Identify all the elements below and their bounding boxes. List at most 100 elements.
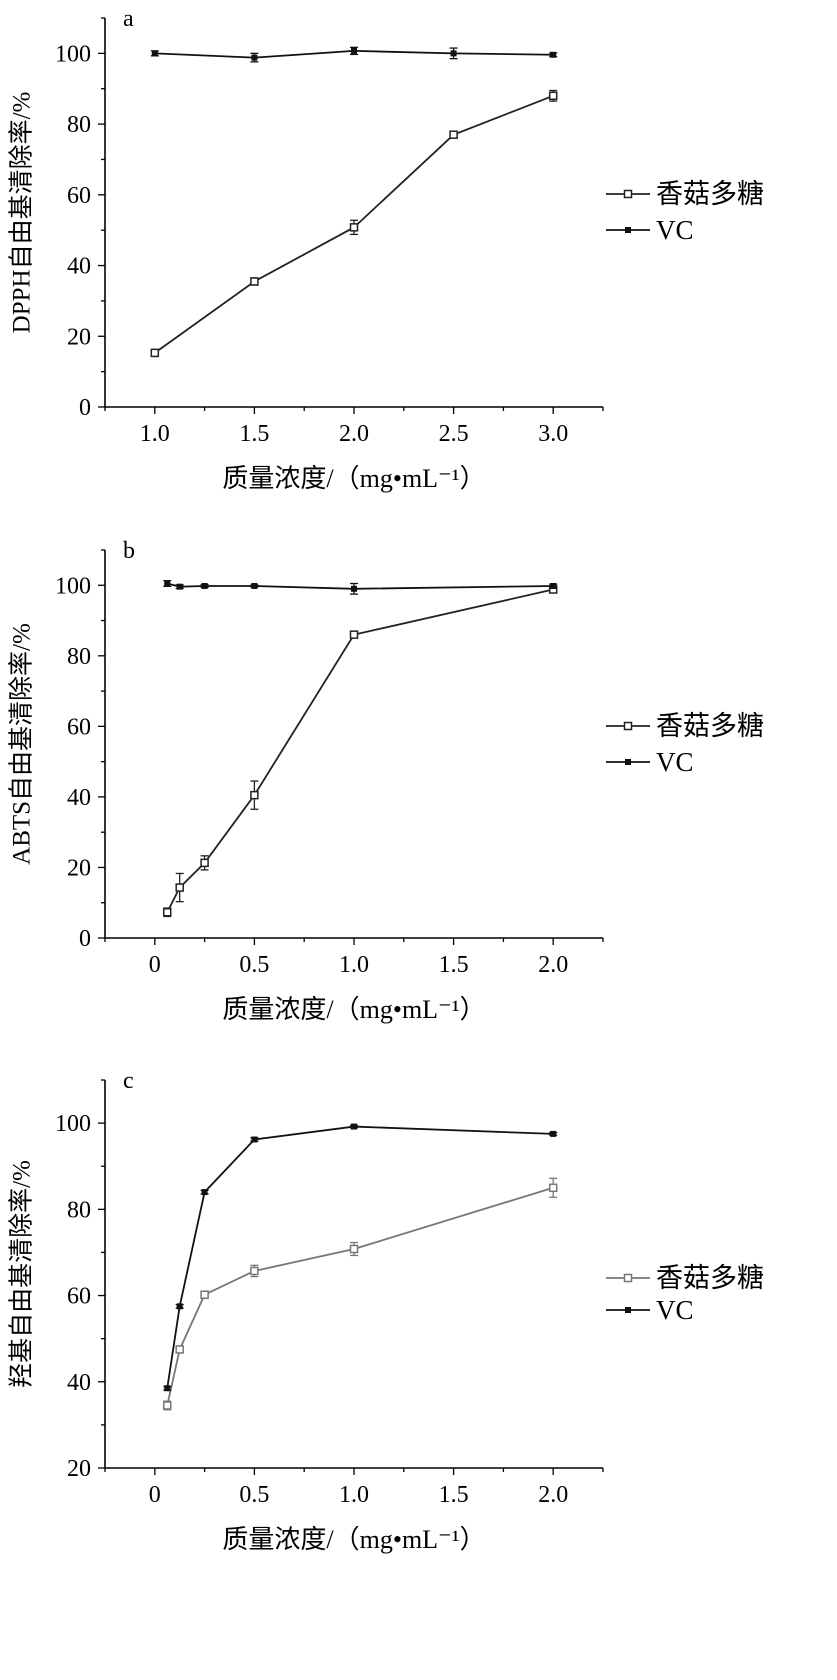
panel-label: a [123,6,134,32]
panel-b: 0 20 40 60 80 100 0 0.5 1.0 1.5 2.0 b 质量浓度/（mg•mL⁻¹）… [8,538,764,1024]
legend-label: VC [656,215,694,245]
data-point [250,1266,259,1276]
data-point [151,50,158,57]
legend-label: 香菇多糖 [656,179,764,209]
panel-label: b [123,538,135,564]
x-axis-title: 质量浓度/（mg•mL⁻¹） [222,1525,485,1554]
x-tick-label: 0.5 [239,952,269,978]
data-point [550,1130,557,1137]
data-point [349,223,359,232]
y-axis-title: 羟基自由基清除率/% [8,1160,36,1388]
legend-marker [625,227,631,233]
y-tick-label: 100 [55,1111,91,1137]
panel-label: c [123,1068,134,1094]
y-tick-label: 20 [67,324,91,350]
data-point [164,580,171,587]
x-tick-label: 1.0 [339,1482,369,1508]
series-line [166,588,554,913]
series-polysaccharide [163,585,558,918]
data-point [164,1385,171,1392]
data-point [201,1189,208,1196]
legend-marker [625,759,631,765]
x-tick-label: 0 [149,1482,161,1508]
y-tick-label: 40 [67,254,91,280]
data-point [351,47,357,54]
series-line [166,1186,554,1406]
data-point [200,858,209,868]
y-tick-label: 80 [67,644,91,670]
x-tick-label: 1.5 [439,1482,469,1508]
y-tick-label: 80 [67,1197,91,1223]
x-tick-label: 3.0 [538,421,568,447]
series-polysaccharide [150,89,558,358]
data-point [349,630,359,639]
panel-a: 0 20 40 60 80 100 1.0 1.5 2.0 2.5 3.0 a 质量浓度/（mg•mL⁻… [8,6,764,493]
data-point [251,1136,258,1143]
x-axis-title: 质量浓度/（mg•mL⁻¹） [222,464,485,493]
data-point [351,1123,357,1130]
y-tick-label: 0 [79,926,91,952]
panel-c: 20 40 60 80 100 0 0.5 1.0 1.5 2.0 c 质量浓度/（mg•mL⁻¹） 羟… [8,1068,764,1554]
y-tick-label: 20 [67,1456,91,1482]
data-point [200,1290,209,1299]
data-point [450,50,457,57]
data-point [176,1303,183,1310]
x-tick-label: 2.0 [339,421,369,447]
data-point [351,585,357,592]
data-point [349,1244,359,1254]
data-point [449,130,458,139]
data-point [163,1401,172,1410]
y-tick-label: 80 [67,112,91,138]
y-tick-label: 40 [67,785,91,811]
y-tick-label: 60 [67,1284,91,1310]
x-tick-label: 0 [149,952,161,978]
y-axis-title: DPPH自由基清除率/% [8,92,36,334]
data-point [176,583,183,590]
x-axis-title: 质量浓度/（mg•mL⁻¹） [222,995,485,1024]
y-tick-label: 100 [55,41,91,67]
legend-marker [625,1307,631,1313]
series-vc [163,580,558,595]
x-tick-label: 2.0 [538,952,568,978]
x-tick-label: 0.5 [239,1482,269,1508]
data-point [175,1345,184,1354]
data-point [550,51,557,58]
series-polysaccharide [163,1177,558,1411]
series-line [166,1125,554,1389]
y-tick-label: 100 [55,573,91,599]
x-tick-label: 1.5 [439,952,469,978]
legend-label: VC [656,747,694,777]
data-point [251,582,258,589]
series-vc [163,1123,558,1392]
data-point [163,908,172,917]
y-axis-title: ABTS自由基清除率/% [8,623,36,865]
data-point [548,1183,558,1193]
data-point [175,883,184,892]
data-point [250,790,259,800]
legend-marker [623,721,633,731]
series-line [167,582,554,590]
legend-item: 香菇多糖 [606,711,764,741]
x-tick-label: 1.0 [339,952,369,978]
y-tick-label: 40 [67,1370,91,1396]
legend-item: VC [606,747,694,777]
x-tick-label: 1.0 [140,421,170,447]
y-tick-label: 60 [67,183,91,209]
x-tick-label: 2.0 [538,1482,568,1508]
legend-marker [623,189,633,199]
series-vc [150,46,558,63]
y-tick-label: 20 [67,855,91,881]
y-tick-label: 0 [79,395,91,421]
data-point [201,582,208,589]
data-point [548,91,558,101]
legend-item: 香菇多糖 [606,179,764,209]
data-point [251,54,258,61]
data-point [150,348,160,358]
legend-item: 香菇多糖 [606,1263,764,1293]
legend-item: VC [606,1295,694,1325]
y-tick-label: 60 [67,714,91,740]
legend-label: VC [656,1295,694,1325]
data-point [550,582,557,589]
x-tick-label: 2.5 [439,421,469,447]
